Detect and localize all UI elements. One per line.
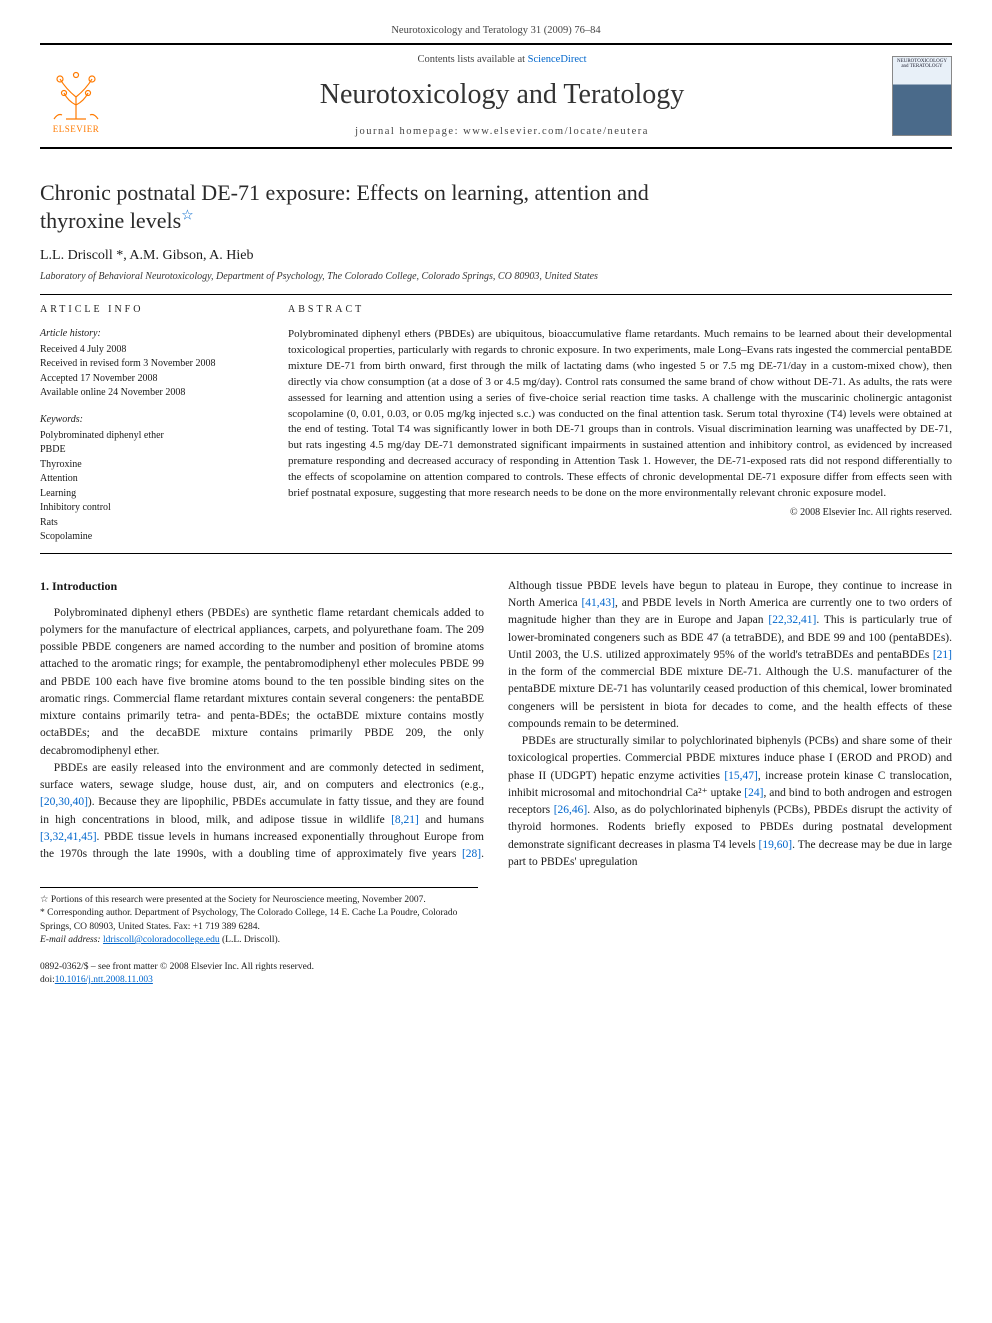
body-text: and humans bbox=[419, 814, 484, 826]
corresponding-email-link[interactable]: ldriscoll@coloradocollege.edu bbox=[103, 935, 220, 945]
homepage-url: www.elsevier.com/locate/neutera bbox=[463, 126, 649, 137]
keyword: Attention bbox=[40, 472, 260, 487]
citation-link[interactable]: [28] bbox=[462, 848, 481, 860]
journal-title: Neurotoxicology and Teratology bbox=[124, 75, 880, 114]
footnote-email: E-mail address: ldriscoll@coloradocolleg… bbox=[40, 934, 478, 947]
article-info-block: article info Article history: Received 4… bbox=[40, 303, 260, 545]
body-paragraph: PBDEs are structurally similar to polych… bbox=[508, 733, 952, 871]
journal-cover-thumbnail: NEUROTOXICOLOGY and TERATOLOGY bbox=[892, 56, 952, 136]
keyword: Polybrominated diphenyl ether bbox=[40, 429, 260, 444]
body-paragraph: Polybrominated diphenyl ethers (PBDEs) a… bbox=[40, 605, 484, 760]
divider bbox=[40, 553, 952, 554]
footnotes: ☆ Portions of this research were present… bbox=[40, 887, 478, 947]
email-label: E-mail address: bbox=[40, 935, 103, 945]
citation-link[interactable]: [8,21] bbox=[391, 814, 419, 826]
elsevier-tree-icon bbox=[46, 67, 106, 123]
keyword: PBDE bbox=[40, 443, 260, 458]
section-heading-introduction: 1. Introduction bbox=[40, 578, 484, 595]
citation-link[interactable]: [26,46] bbox=[554, 804, 588, 816]
contents-prefix: Contents lists available at bbox=[417, 54, 527, 65]
doi-line: doi:10.1016/j.ntt.2008.11.003 bbox=[40, 974, 952, 987]
abstract-block: abstract Polybrominated diphenyl ethers … bbox=[288, 303, 952, 545]
citation-link[interactable]: [3,32,41,45] bbox=[40, 831, 97, 843]
citation-link[interactable]: [19,60] bbox=[759, 839, 793, 851]
footnote-corresponding: * Corresponding author. Department of Ps… bbox=[40, 907, 478, 934]
doi-link[interactable]: 10.1016/j.ntt.2008.11.003 bbox=[55, 975, 153, 985]
keywords-heading: Keywords: bbox=[40, 413, 260, 427]
citation-link[interactable]: [15,47] bbox=[724, 770, 758, 782]
history-online: Available online 24 November 2008 bbox=[40, 386, 260, 401]
body-text: PBDEs are easily released into the envir… bbox=[40, 762, 484, 791]
homepage-prefix: journal homepage: bbox=[355, 126, 463, 137]
footnote-presentation: ☆ Portions of this research were present… bbox=[40, 894, 478, 907]
keyword: Learning bbox=[40, 487, 260, 502]
keyword: Scopolamine bbox=[40, 530, 260, 545]
citation-link[interactable]: [20,30,40] bbox=[40, 796, 88, 808]
article-meta-row: article info Article history: Received 4… bbox=[40, 303, 952, 545]
citation-link[interactable]: [24] bbox=[744, 787, 763, 799]
elsevier-logo: ELSEVIER bbox=[40, 56, 112, 136]
keyword: Thyroxine bbox=[40, 458, 260, 473]
history-accepted: Accepted 17 November 2008 bbox=[40, 372, 260, 387]
citation-link[interactable]: [22,32,41] bbox=[768, 614, 816, 626]
body-text: . PBDE tissue levels in humans increased… bbox=[40, 831, 484, 860]
sciencedirect-link[interactable]: ScienceDirect bbox=[528, 54, 587, 65]
divider bbox=[40, 294, 952, 295]
citation-link[interactable]: [41,43] bbox=[581, 597, 615, 609]
history-revised: Received in revised form 3 November 2008 bbox=[40, 357, 260, 372]
masthead: ELSEVIER Contents lists available at Sci… bbox=[40, 43, 952, 150]
authors: L.L. Driscoll *, A.M. Gibson, A. Hieb bbox=[40, 246, 952, 266]
body-columns: 1. Introduction Polybrominated diphenyl … bbox=[40, 578, 952, 871]
email-author: (L.L. Driscoll). bbox=[220, 935, 280, 945]
article-title: Chronic postnatal DE-71 exposure: Effect… bbox=[40, 179, 952, 234]
abstract-label: abstract bbox=[288, 303, 952, 317]
journal-homepage-line: journal homepage: www.elsevier.com/locat… bbox=[124, 125, 880, 140]
page-footer: 0892-0362/$ – see front matter © 2008 El… bbox=[40, 961, 952, 987]
affiliation: Laboratory of Behavioral Neurotoxicology… bbox=[40, 270, 952, 284]
abstract-copyright: © 2008 Elsevier Inc. All rights reserved… bbox=[288, 506, 952, 520]
title-footnote-star-icon: ☆ bbox=[181, 208, 194, 223]
contents-available-line: Contents lists available at ScienceDirec… bbox=[124, 53, 880, 68]
doi-label: doi: bbox=[40, 975, 55, 985]
article-history-heading: Article history: bbox=[40, 327, 260, 341]
history-received: Received 4 July 2008 bbox=[40, 343, 260, 358]
keyword: Rats bbox=[40, 516, 260, 531]
body-text: in the form of the commercial BDE mixtur… bbox=[508, 666, 952, 730]
article-info-label: article info bbox=[40, 303, 260, 317]
citation-link[interactable]: [21] bbox=[933, 649, 952, 661]
title-line-2: thyroxine levels bbox=[40, 208, 181, 233]
keyword: Inhibitory control bbox=[40, 501, 260, 516]
front-matter-line: 0892-0362/$ – see front matter © 2008 El… bbox=[40, 961, 952, 974]
publisher-name: ELSEVIER bbox=[53, 123, 100, 136]
title-line-1: Chronic postnatal DE-71 exposure: Effect… bbox=[40, 180, 649, 205]
abstract-text: Polybrominated diphenyl ethers (PBDEs) a… bbox=[288, 327, 952, 502]
masthead-center: Contents lists available at ScienceDirec… bbox=[124, 53, 880, 140]
running-header: Neurotoxicology and Teratology 31 (2009)… bbox=[40, 24, 952, 39]
